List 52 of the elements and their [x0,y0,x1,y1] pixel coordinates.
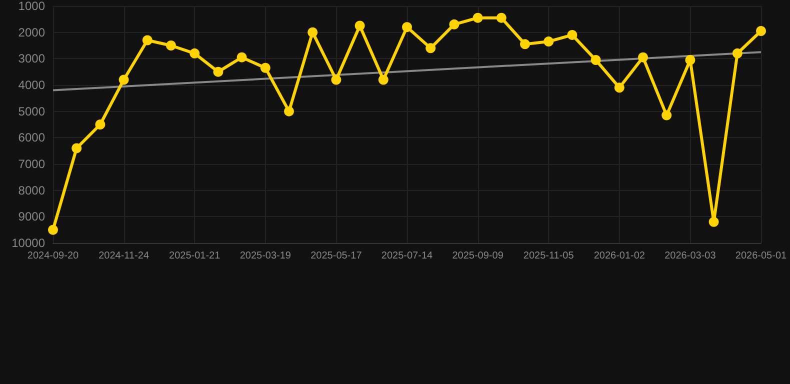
point [638,52,648,62]
point [190,48,200,58]
point [95,120,106,130]
point [685,54,696,65]
point [236,52,247,62]
point [544,36,554,47]
x-tick-label: 2026-05-01 [735,250,788,262]
x-tick-label: 2025-11-05 [523,250,574,262]
point [449,19,460,30]
y-tick-label: 7000 [18,157,46,171]
point [614,82,624,93]
y-tick-label: 6000 [18,130,46,145]
point [472,12,483,23]
point [142,35,152,46]
point [308,27,318,38]
point [213,66,224,77]
point [118,74,129,85]
x-tick-label: 2024-09-20 [27,250,80,262]
x-tick-label: 2025-09-09 [452,250,504,262]
x-tick-label: 2025-07-14 [381,250,434,262]
x-tick-label: 2025-03-19 [240,250,292,262]
x-tick-label: 2026-01-02 [594,250,646,262]
point [48,224,58,235]
y-tick-label: 8000 [18,183,46,198]
point [331,74,342,85]
point [284,106,294,116]
y-tick-label: 3000 [18,52,46,66]
y-tick-label: 4000 [18,78,46,92]
y-tick-label: 10000 [12,236,46,250]
point [378,74,388,85]
point [402,22,412,32]
y-tick-label: 2000 [18,25,46,40]
x-tick-label: 2026-03-03 [664,250,716,262]
point [567,30,578,40]
y-tick-label: 5000 [18,104,46,118]
y-tick-label: 9000 [18,210,46,224]
point [260,62,270,73]
point [662,110,672,120]
point [590,54,601,65]
point [426,43,436,54]
x-tick-label: 2024-11-24 [98,250,150,262]
point [708,216,719,227]
point [496,12,506,23]
point [732,48,742,58]
x-tick-label: 2025-01-21 [169,250,221,262]
point [166,40,176,50]
point [520,39,530,50]
point [72,143,82,154]
point [354,20,365,31]
x-tick-label: 2025-05-17 [310,250,362,262]
y-tick-label: 1000 [18,0,46,13]
point [756,26,766,36]
